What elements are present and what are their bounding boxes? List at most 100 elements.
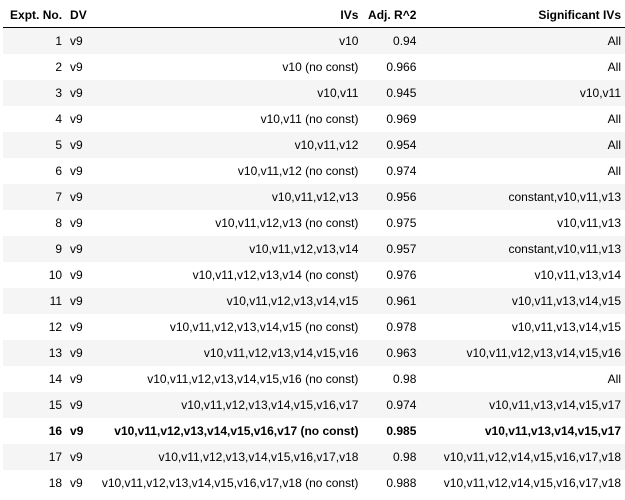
cell-dv: v9 [66, 392, 94, 418]
table-row: 12 v9 v10,v11,v12,v13,v14,v15 (no const) 0.… [3, 314, 625, 340]
table-row: 10 v9 v10,v11,v12,v13,v14 (no const) 0.976 v… [3, 262, 625, 288]
cell-dv: v9 [70, 164, 83, 178]
table-row: 1 v9 v10 0.94 All [3, 27, 625, 54]
cell-ivs: v10,v11,v12,v13,v14,v15,v16,v17 (no cons… [114, 424, 359, 438]
cell-ivs: v10,v11,v12 [93, 132, 363, 158]
cell-expt-no: 11 [3, 288, 67, 314]
cell-expt-no: 14 [48, 372, 63, 386]
table-row: 17 v9 v10,v11,v12,v13,v14,v15,v16,v17,v18 0… [3, 444, 625, 470]
table-row: 2 v9 v10 (no const) 0.966 All [3, 54, 625, 80]
cell-ivs: v10,v11,v12,v13,v14,v15,v16,v17 [93, 392, 363, 418]
cell-dv: v9 [70, 268, 83, 282]
cell-expt-no: 10 [48, 268, 63, 282]
cell-expt-no: 7 [3, 184, 67, 210]
cell-ivs: v10 (no const) [282, 60, 359, 74]
cell-significant-ivs: v10,v11,v13,v14,v15 [420, 288, 625, 314]
cell-adj-r2: 0.963 [362, 340, 421, 366]
cell-adj-r2: 0.94 [362, 27, 421, 54]
cell-adj-r2: 0.976 [386, 268, 417, 282]
header-adj-r2: Adj. R^2 [362, 3, 421, 28]
cell-expt-no: 6 [55, 164, 63, 178]
cell-adj-r2: 0.954 [362, 132, 421, 158]
results-table: Expt. No. DV IVs Adj. R^2 Significant IV… [3, 3, 625, 496]
table-row: 14 v9 v10,v11,v12,v13,v14,v15,v16 (no cons… [3, 366, 625, 392]
cell-dv: v9 [70, 112, 83, 126]
cell-ivs: v10,v11,v12,v13,v14,v15 (no const) [169, 320, 359, 334]
header-row: Expt. No. DV IVs Adj. R^2 Significant IV… [3, 3, 625, 28]
cell-dv: v9 [70, 424, 84, 438]
cell-significant-ivs: All [607, 60, 621, 74]
cell-adj-r2: 0.974 [386, 164, 417, 178]
cell-adj-r2: 0.978 [386, 320, 417, 334]
cell-expt-no: 15 [3, 392, 67, 418]
cell-dv: v9 [66, 236, 94, 262]
cell-ivs: v10,v11,v12,v13,v14,v15,v16 [93, 340, 363, 366]
cell-expt-no: 16 [48, 424, 63, 438]
cell-ivs: v10,v11,v12,v13,v14 (no const) [192, 268, 359, 282]
cell-adj-r2: 0.974 [362, 392, 421, 418]
cell-expt-no: 8 [55, 216, 63, 230]
cell-adj-r2: 0.969 [386, 112, 417, 126]
cell-dv: v9 [66, 27, 94, 54]
cell-significant-ivs: v10,v11,v12,v14,v15,v16,v17,v18 [443, 476, 621, 490]
cell-significant-ivs: constant,v10,v11,v13 [420, 236, 625, 262]
cell-significant-ivs: v10,v11,v13,v14,v15 [511, 320, 621, 334]
cell-ivs: v10,v11,v12 (no const) [237, 164, 359, 178]
cell-ivs: v10,v11 [93, 80, 363, 106]
cell-significant-ivs: v10,v11,v12,v14,v15,v16,v17,v18 [420, 444, 625, 470]
cell-dv: v9 [70, 320, 83, 334]
cell-adj-r2: 0.966 [386, 60, 417, 74]
cell-significant-ivs: v10,v11 [420, 80, 625, 106]
cell-expt-no: 13 [3, 340, 67, 366]
table-row: 18 v9 v10,v11,v12,v13,v14,v15,v16,v17,v18 … [3, 470, 625, 496]
cell-significant-ivs: All [607, 112, 621, 126]
table-body: 1 v9 v10 0.94 All 2 v9 v10 (no const) 0.966 All 3 v… [3, 27, 625, 497]
header-significant-ivs: Significant IVs [420, 3, 625, 28]
cell-dv: v9 [66, 80, 94, 106]
cell-expt-no: 1 [3, 27, 67, 54]
cell-significant-ivs: v10,v11,v13,v14,v15,v17 [420, 392, 625, 418]
header-expt-no: Expt. No. [3, 3, 67, 28]
cell-expt-no: 3 [3, 80, 67, 106]
cell-ivs: v10,v11 (no const) [260, 112, 359, 126]
table-row: 8 v9 v10,v11,v12,v13 (no const) 0.975 v10,v1… [3, 210, 625, 236]
cell-dv: v9 [66, 340, 94, 366]
cell-significant-ivs: All [420, 27, 625, 54]
cell-significant-ivs: v10,v11,v13,v14 [534, 268, 621, 282]
cell-ivs: v10,v11,v12,v13,v14,v15,v16,v17,v18 [93, 444, 363, 470]
table-row: 4 v9 v10,v11 (no const) 0.969 All [3, 106, 625, 132]
header-dv: DV [66, 3, 94, 28]
table-row: 15 v9 v10,v11,v12,v13,v14,v15,v16,v17 0.974… [3, 392, 625, 418]
cell-dv: v9 [70, 216, 83, 230]
cell-ivs: v10,v11,v12,v13,v14,v15 [93, 288, 363, 314]
cell-dv: v9 [66, 132, 94, 158]
cell-significant-ivs: All [420, 132, 625, 158]
cell-ivs: v10,v11,v12,v13,v14 [93, 236, 363, 262]
cell-expt-no: 9 [3, 236, 67, 262]
cell-expt-no: 2 [55, 60, 63, 74]
cell-significant-ivs: v10,v11,v12,v13,v14,v15,v16 [420, 340, 625, 366]
table-row: 3 v9 v10,v11 0.945 v10,v11 [3, 80, 625, 106]
table-row: 7 v9 v10,v11,v12,v13 0.956 constant,v10,v11,… [3, 184, 625, 210]
cell-adj-r2: 0.956 [362, 184, 421, 210]
cell-adj-r2: 0.961 [362, 288, 421, 314]
cell-significant-ivs: constant,v10,v11,v13 [420, 184, 625, 210]
cell-ivs: v10,v11,v12,v13,v14,v15,v16 (no const) [147, 372, 359, 386]
cell-ivs: v10,v11,v12,v13 [93, 184, 363, 210]
cell-dv: v9 [66, 288, 94, 314]
cell-significant-ivs: v10,v11,v13 [557, 216, 621, 230]
cell-expt-no: 4 [55, 112, 63, 126]
cell-dv: v9 [70, 372, 83, 386]
cell-adj-r2: 0.98 [393, 372, 417, 386]
cell-adj-r2: 0.975 [386, 216, 417, 230]
cell-dv: v9 [66, 444, 94, 470]
table-row: 11 v9 v10,v11,v12,v13,v14,v15 0.961 v10,v11,… [3, 288, 625, 314]
cell-dv: v9 [66, 184, 94, 210]
cell-dv: v9 [70, 60, 83, 74]
table-row: 6 v9 v10,v11,v12 (no const) 0.974 All [3, 158, 625, 184]
table-row: 9 v9 v10,v11,v12,v13,v14 0.957 constant,v10,… [3, 236, 625, 262]
cell-ivs: v10 [93, 27, 363, 54]
header-ivs: IVs [93, 3, 363, 28]
cell-dv: v9 [70, 476, 83, 490]
cell-adj-r2: 0.985 [386, 424, 417, 438]
